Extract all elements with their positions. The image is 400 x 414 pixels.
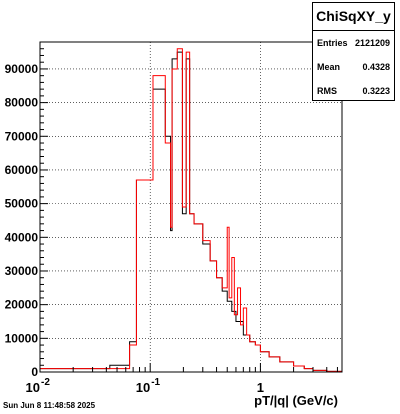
y-tick-label: 20000 bbox=[5, 298, 39, 312]
x-tick-label: 10 bbox=[26, 380, 40, 395]
y-tick-label: 80000 bbox=[5, 96, 39, 110]
histogram-series-1 bbox=[39, 48, 343, 372]
timestamp: Sun Jun 8 11:48:58 2025 bbox=[3, 401, 96, 410]
y-tick-label: 30000 bbox=[5, 264, 39, 278]
stats-value: 0.4328 bbox=[362, 62, 390, 72]
stats-label: RMS bbox=[317, 86, 337, 96]
stats-row-mean: Mean 0.4328 bbox=[313, 55, 394, 79]
y-tick-label: 50000 bbox=[5, 197, 39, 211]
y-tick-label: 40000 bbox=[5, 230, 39, 244]
grid-lines bbox=[39, 42, 342, 372]
histogram-series bbox=[39, 48, 343, 372]
stats-label: Mean bbox=[317, 62, 341, 72]
x-tick-label: 10 bbox=[136, 380, 150, 395]
axes-frame bbox=[39, 41, 343, 373]
plot-frame bbox=[39, 41, 343, 373]
y-axis-ticks: 0 10000 20000 30000 40000 50000 60000 70000 8000… bbox=[5, 48, 48, 379]
stats-label: Entries bbox=[317, 38, 348, 48]
stats-value: 0.3223 bbox=[362, 86, 390, 96]
stats-title: ChiSqXY_y bbox=[313, 3, 394, 31]
histogram-series-0 bbox=[39, 51, 343, 372]
y-tick-label: 70000 bbox=[5, 129, 39, 143]
stats-row-entries: Entries 2121209 bbox=[313, 31, 394, 55]
stats-value: 2121209 bbox=[354, 38, 390, 48]
y-tick-label: 60000 bbox=[5, 163, 39, 177]
y-tick-label: 10000 bbox=[5, 331, 39, 345]
x-tick-label: 1 bbox=[257, 380, 264, 395]
y-tick-label: 90000 bbox=[5, 62, 39, 76]
stats-row-rms: RMS 0.3223 bbox=[313, 79, 394, 103]
x-tick-exponent: -1 bbox=[151, 377, 160, 388]
y-tick-label: 0 bbox=[31, 365, 38, 379]
x-axis-label: pT/|q| (GeV/c) bbox=[254, 393, 338, 408]
stats-box: ChiSqXY_y Entries 2121209 Mean 0.4328 RM… bbox=[312, 2, 395, 101]
x-axis-ticks: 10 -2 10 -1 1 bbox=[26, 363, 338, 395]
x-tick-exponent: -2 bbox=[41, 377, 50, 388]
